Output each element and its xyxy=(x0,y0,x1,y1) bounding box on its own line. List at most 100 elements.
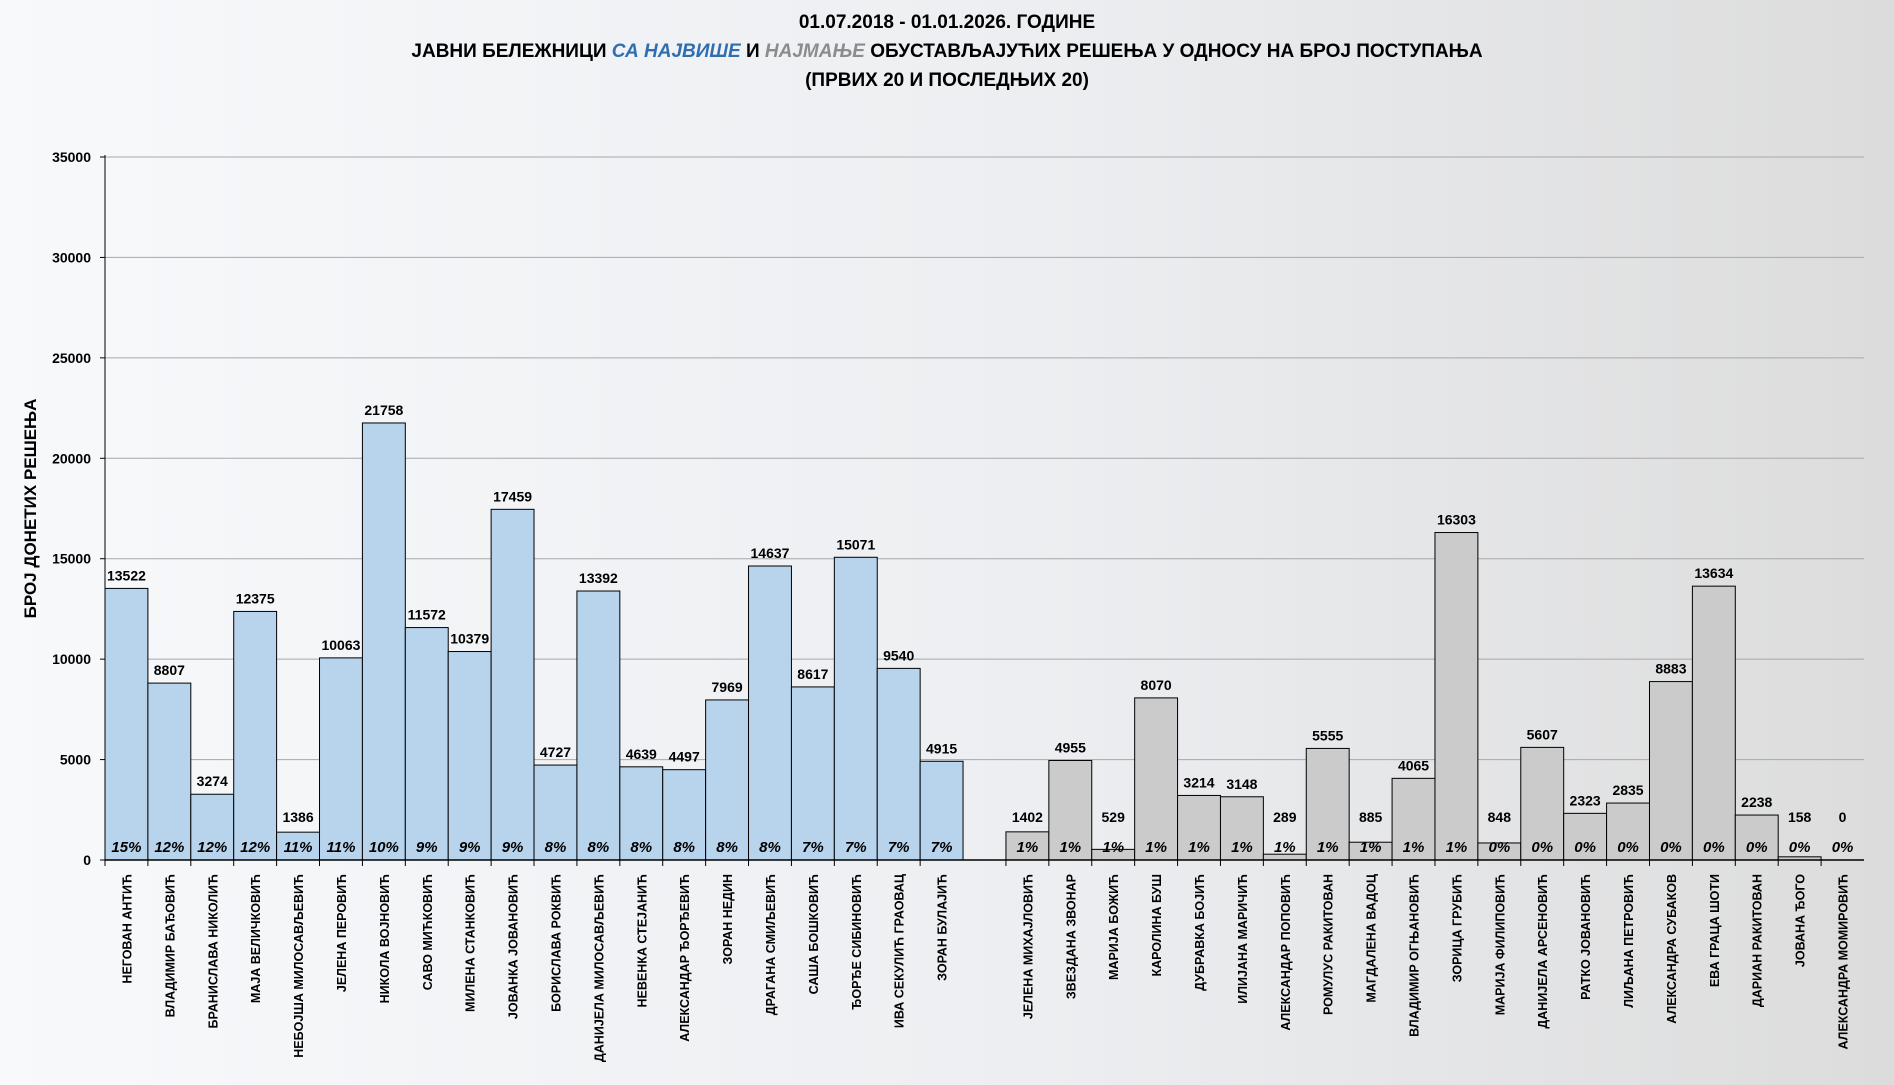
data-label: 3214 xyxy=(1183,774,1214,790)
percent-label: 15% xyxy=(111,839,141,856)
percent-label: 1% xyxy=(1017,839,1039,856)
data-label: 5607 xyxy=(1527,726,1558,742)
percent-label: 7% xyxy=(931,839,953,856)
data-label: 529 xyxy=(1102,809,1126,825)
bar xyxy=(790,686,835,861)
bar xyxy=(1305,747,1350,861)
x-tick-label: РОМУЛУС РАКИТОВАН xyxy=(1322,874,1336,1015)
data-label: 8807 xyxy=(154,662,185,678)
bar xyxy=(276,831,321,861)
bar xyxy=(576,590,621,861)
percent-label: 12% xyxy=(197,839,227,856)
x-tick-label: ЈЕЛЕНА МИХАЈЛОВИЋ xyxy=(1021,874,1035,1019)
percent-label: 0% xyxy=(1703,839,1725,856)
data-label: 848 xyxy=(1488,809,1512,825)
x-tick-label: МИЛЕНА СТАНКОВИЋ xyxy=(464,874,478,1012)
title-part: ЈАВНИ БЕЛЕЖНИЦИ xyxy=(411,41,612,62)
percent-label: 0% xyxy=(1832,839,1854,856)
data-label: 4065 xyxy=(1398,757,1429,773)
title-highlight-most: СА НАЈВИШЕ xyxy=(611,41,741,62)
percent-label: 0% xyxy=(1531,839,1553,856)
percent-label: 7% xyxy=(845,839,867,856)
title-highlight-least: НАЈМАЊЕ xyxy=(764,41,865,62)
x-tick-label: ДАНИЈЕЛА МИЛОСАВЉЕВИЋ xyxy=(592,874,606,1062)
percent-label: 0% xyxy=(1488,839,1510,856)
x-tick-label: ЈОВАНКА ЈОВАНОВИЋ xyxy=(507,874,521,1019)
bar xyxy=(1434,532,1479,861)
percent-label: 8% xyxy=(759,839,781,856)
data-label: 1386 xyxy=(282,809,313,825)
bar xyxy=(490,508,535,861)
percent-label: 0% xyxy=(1660,839,1682,856)
x-tick-label: САША БОШКОВИЋ xyxy=(807,874,821,994)
percent-label: 8% xyxy=(588,839,610,856)
percent-label: 1% xyxy=(1059,839,1081,856)
percent-label: 7% xyxy=(888,839,910,856)
y-axis-label: БРОЈ ДОНЕТИХ РЕШЕЊА xyxy=(21,399,40,619)
percent-label: 9% xyxy=(416,839,438,856)
x-tick-label: ЗОРАН НЕДИН xyxy=(721,874,735,964)
percent-label: 1% xyxy=(1360,839,1382,856)
percent-label: 1% xyxy=(1317,839,1339,856)
data-label: 4497 xyxy=(669,749,700,765)
bar xyxy=(190,793,235,861)
x-tick-label: АЛЕКСАНДАР ПОПОВИЋ xyxy=(1279,874,1293,1031)
bar xyxy=(833,556,878,861)
percent-label: 1% xyxy=(1231,839,1253,856)
data-label: 4955 xyxy=(1055,739,1086,755)
bar xyxy=(1606,802,1650,861)
percent-label: 12% xyxy=(154,839,184,856)
x-tick-label: ВЛАДИМИР ОГЊАНОВИЋ xyxy=(1408,874,1422,1037)
percent-label: 8% xyxy=(545,839,567,856)
data-label: 4639 xyxy=(626,746,657,762)
x-tick-label: НИКОЛА ВОЈНОВИЋ xyxy=(378,874,392,1003)
x-tick-label: БРАНИСЛАВА НИКОЛИЋ xyxy=(206,874,220,1028)
bar xyxy=(319,657,363,861)
chart-title-line2: ЈАВНИ БЕЛЕЖНИЦИ СА НАЈВИШЕ И НАЈМАЊЕ ОБУ… xyxy=(0,41,1894,63)
x-tick-label: АЛЕКСАНДАР ЂОРЂЕВИЋ xyxy=(678,874,692,1042)
x-tick-label: НЕВЕНКА СТЕЈАНИЋ xyxy=(635,874,649,1008)
x-tick-label: ДАНИЈЕЛА АРСЕНОВИЋ xyxy=(1536,874,1550,1029)
data-label: 2323 xyxy=(1570,792,1601,808)
percent-label: 0% xyxy=(1746,839,1768,856)
x-tick-label: РАТКО ЈОВАНОВИЋ xyxy=(1579,874,1593,1000)
percent-label: 10% xyxy=(369,839,399,856)
x-tick-label: САВО МИЋКОВИЋ xyxy=(421,874,435,990)
title-part: И xyxy=(740,41,765,62)
data-label: 13392 xyxy=(579,570,618,586)
bar xyxy=(1005,831,1050,861)
bar xyxy=(705,699,750,861)
data-label: 8883 xyxy=(1655,661,1686,677)
data-label: 12375 xyxy=(236,590,275,606)
x-tick-label: ЂОРЂЕ СИБИНОВИЋ xyxy=(850,874,864,1010)
data-label: 15071 xyxy=(836,536,875,552)
x-tick-label: АЛЕКСАНДРА МОМИРОВИЋ xyxy=(1837,874,1851,1050)
y-tick-label: 5000 xyxy=(60,752,91,768)
x-tick-label: НЕГОВАН АНТИЋ xyxy=(120,874,134,984)
percent-label: 9% xyxy=(502,839,524,856)
percent-label: 9% xyxy=(459,839,481,856)
x-tick-label: ЗОРАН БУЛАЈИЋ xyxy=(936,874,950,981)
y-tick-label: 35000 xyxy=(52,149,91,165)
bar xyxy=(1648,681,1693,861)
percent-label: 8% xyxy=(630,839,652,856)
data-label: 1402 xyxy=(1012,809,1043,825)
data-label: 3148 xyxy=(1226,776,1257,792)
x-tick-label: КАРОЛИНА БУШ xyxy=(1150,874,1164,977)
percent-label: 1% xyxy=(1145,839,1167,856)
percent-label: 0% xyxy=(1617,839,1639,856)
bar xyxy=(1048,759,1093,861)
x-tick-label: НЕБОЈША МИЛОСАВЉЕВИЋ xyxy=(292,874,306,1058)
data-label: 9540 xyxy=(883,647,914,663)
data-label: 4915 xyxy=(926,740,957,756)
x-tick-label: ИВА СЕКУЛИЋ ГРАОВАЦ xyxy=(893,873,907,1028)
bar xyxy=(876,667,921,861)
x-tick-label: МАРИЈА БОЖИЋ xyxy=(1107,874,1121,980)
bar xyxy=(104,587,149,861)
x-tick-label: ДРАГАНА СМИЉЕВИЋ xyxy=(764,874,778,1015)
title-part: ОБУСТАВЉАЈУЋИХ РЕШЕЊА У ОДНОСУ НА БРОЈ П… xyxy=(864,41,1483,62)
x-tick-label: ДУБРАВКА БОЈИЋ xyxy=(1193,874,1207,991)
x-tick-label: ЗОРИЦА ГРУБИЋ xyxy=(1450,874,1464,982)
data-label: 8617 xyxy=(797,666,828,682)
bar xyxy=(1691,585,1736,861)
